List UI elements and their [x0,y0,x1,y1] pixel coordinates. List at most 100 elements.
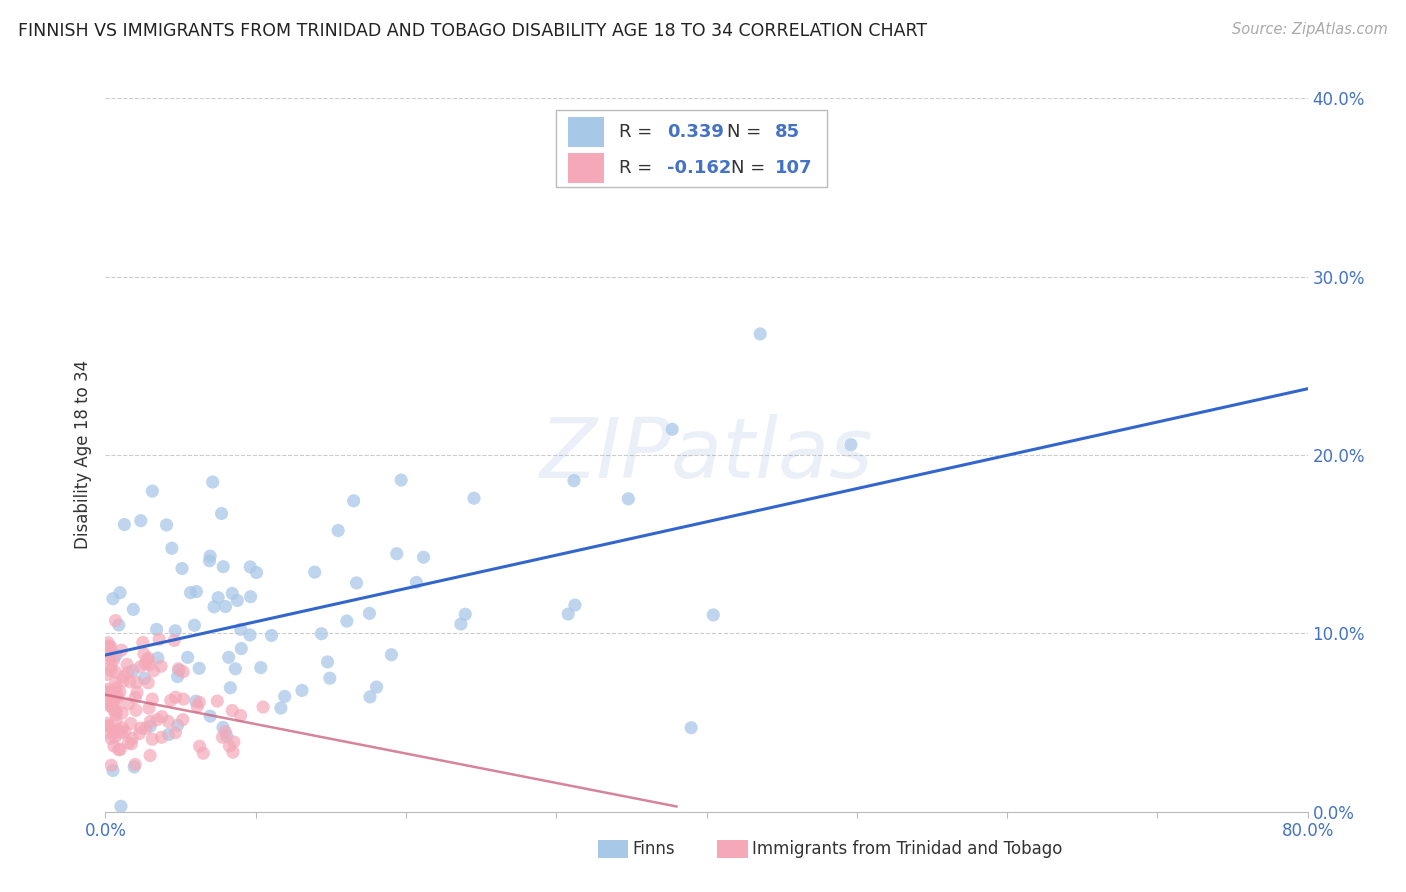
Point [160,541,183,556]
Point [172,713,194,727]
Point [385,547,408,561]
Point [221,586,243,600]
Point [107,690,129,704]
Point [150,709,173,723]
Point [129,659,152,673]
Point [105,691,128,706]
Point [107,723,129,737]
Point [135,722,157,736]
Point [112,669,135,683]
Point [249,660,271,674]
Point [105,701,128,715]
Text: Finns: Finns [633,840,675,858]
Point [165,690,187,705]
Point [183,618,205,632]
Point [108,742,131,756]
Point [273,690,295,704]
Point [103,702,125,716]
Point [179,585,201,599]
Point [97,682,120,697]
Point [157,727,180,741]
Point [380,648,402,662]
Point [129,721,152,735]
Point [231,641,253,656]
Point [98,640,121,655]
Point [98,648,121,663]
Point [142,664,165,678]
Point [104,690,127,704]
Point [124,690,146,705]
Point [661,422,683,436]
Point [96,684,118,698]
Point [214,724,236,739]
Point [96,667,118,681]
Point [134,672,156,686]
Point [366,680,388,694]
Point [260,628,283,642]
Point [218,650,240,665]
Point [193,746,215,760]
Point [316,655,339,669]
Point [141,484,163,499]
Point [104,614,127,628]
Point [110,799,132,814]
Point [117,697,139,711]
Point [184,694,207,708]
Point [138,657,160,672]
Point [564,598,586,612]
Point [100,758,122,772]
Point [125,685,148,699]
Text: Source: ZipAtlas.com: Source: ZipAtlas.com [1232,22,1388,37]
Point [129,514,152,528]
Point [202,599,225,614]
Point [111,674,134,689]
Point [124,757,146,772]
Point [270,701,292,715]
Point [212,720,235,734]
Point [198,549,221,563]
Point [101,764,124,778]
Point [224,662,246,676]
Point [166,718,188,732]
Point [117,736,139,750]
Point [136,651,159,665]
Text: N =: N = [727,123,766,141]
Point [108,585,131,599]
Point [167,663,190,677]
Point [207,591,229,605]
Point [167,662,190,676]
Point [100,664,122,678]
Point [165,624,187,638]
Point [702,607,724,622]
Point [128,726,150,740]
Text: Immigrants from Trinidad and Tobago: Immigrants from Trinidad and Tobago [752,840,1063,858]
Text: 85: 85 [775,123,800,141]
Point [139,748,162,763]
Point [125,703,148,717]
Point [291,683,314,698]
Point [97,698,120,712]
Point [105,681,128,695]
Point [100,659,122,673]
Point [138,701,160,715]
Point [139,719,162,733]
Point [148,632,170,647]
Point [136,675,159,690]
Point [557,607,579,621]
Point [121,731,143,746]
Point [125,675,148,690]
Point [163,633,186,648]
Point [211,507,233,521]
Point [219,681,242,695]
Point [139,714,162,729]
Point [96,693,118,707]
Point [319,671,342,685]
Point [98,652,121,666]
Text: ZIPatlas: ZIPatlas [540,415,873,495]
Point [122,760,145,774]
Point [186,699,208,714]
Point [173,692,195,706]
Point [188,739,211,754]
Point [103,739,125,753]
Point [188,661,211,675]
